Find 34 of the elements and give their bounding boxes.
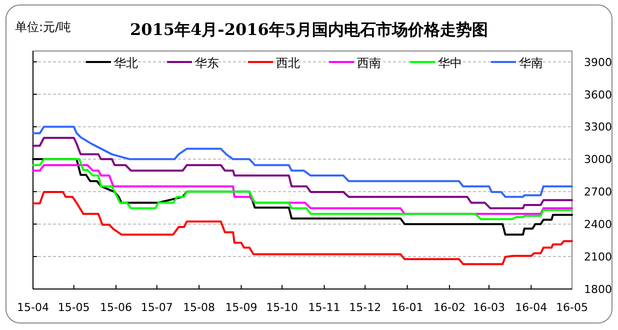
y-tick-label: 2100 — [584, 250, 612, 264]
line-series — [32, 190, 573, 266]
legend-label: 西南 — [357, 56, 381, 70]
y-tick-label: 2700 — [584, 186, 612, 199]
x-tick-label: 16-05 — [556, 301, 588, 314]
y-axis-title: 单位:元/吨 — [15, 20, 72, 34]
line-series — [32, 126, 573, 198]
line-series — [32, 136, 573, 210]
x-tick-label: 15-04 — [17, 301, 49, 314]
x-tick-label: 15-05 — [58, 301, 90, 314]
y-tick-label: 2400 — [584, 218, 612, 232]
y-tick-label: 3300 — [584, 120, 612, 134]
line-series — [32, 158, 573, 220]
y-tick-label: 3600 — [584, 88, 612, 102]
legend-label: 华中 — [438, 56, 462, 70]
x-tick-label: 15-11 — [308, 301, 340, 314]
chart-title: 2015年4月-2016年5月国内电石市场价格走势图 — [130, 20, 488, 39]
x-tick-label: 15-08 — [183, 301, 216, 314]
y-tick-label: 1800 — [584, 283, 612, 296]
legend-label: 华南 — [519, 56, 543, 70]
x-tick-label: 15-10 — [266, 301, 298, 314]
x-tick-label: 16-04 — [515, 301, 548, 314]
x-tick-label: 16-02 — [434, 301, 466, 314]
y-tick-label: 3900 — [584, 56, 612, 69]
x-tick-label: 15-12 — [349, 301, 382, 314]
x-tick-label: 15-09 — [225, 301, 258, 314]
legend-label: 华东 — [195, 56, 219, 70]
legend-label: 西北 — [276, 56, 300, 70]
x-tick-label: 16-03 — [472, 301, 505, 314]
y-tick-label: 3000 — [584, 153, 612, 166]
x-tick-label: 16-01 — [391, 301, 424, 314]
legend-label: 华北 — [114, 56, 138, 70]
x-tick-label: 15-06 — [100, 301, 132, 314]
x-tick-label: 15-07 — [140, 301, 173, 314]
